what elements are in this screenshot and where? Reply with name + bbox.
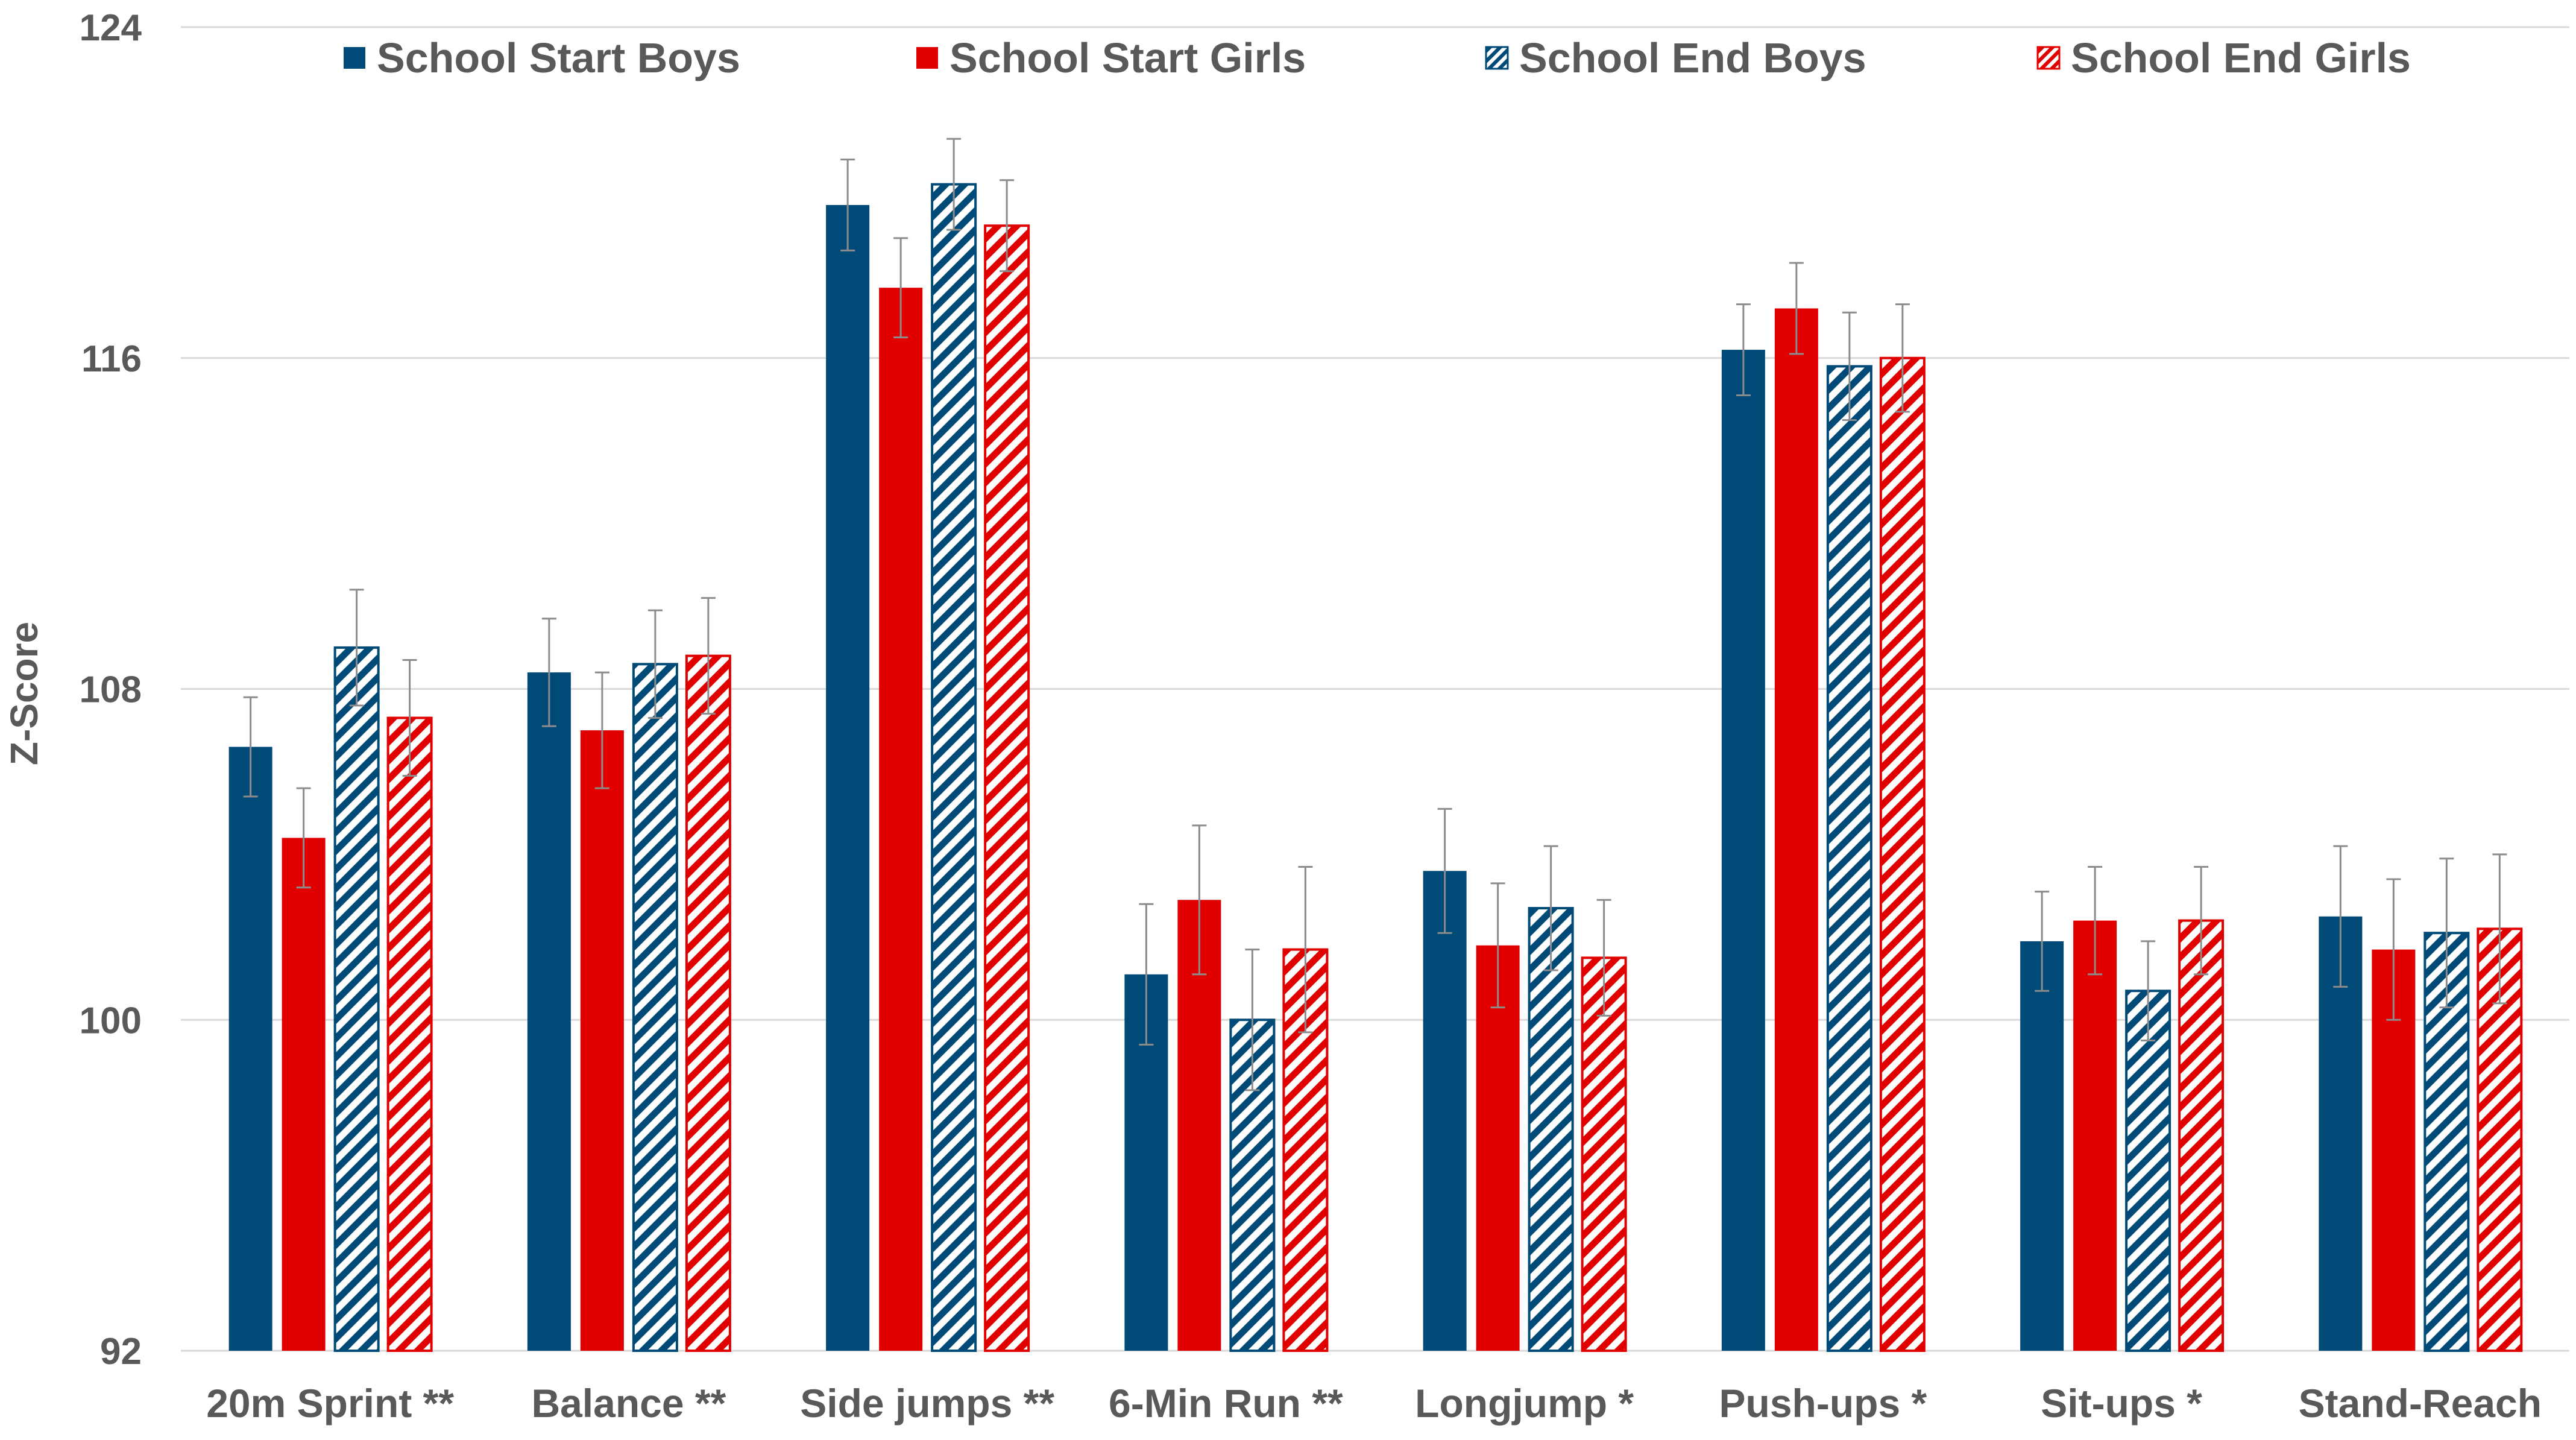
bar-3-2 [632, 663, 678, 1352]
legend-swatch [2036, 46, 2061, 70]
bar-2-3 [879, 288, 923, 1351]
y-axis-label: Z-Score [2, 622, 46, 765]
x-category-label: Push-ups * [1719, 1381, 1927, 1426]
bar-4-3 [984, 224, 1030, 1352]
bar-2-5 [1476, 945, 1520, 1351]
bar-2-2 [580, 730, 624, 1351]
x-axis-categories: 20m Sprint ** Balance ** Side jumps ** 6-Mi… [206, 1381, 2542, 1426]
bar-1-7 [2020, 941, 2064, 1351]
bar-2-1 [282, 838, 326, 1351]
bar-3-6 [1826, 365, 1872, 1352]
bar-3-5 [1528, 907, 1574, 1352]
bar-4-6 [1879, 356, 1926, 1352]
y-axis-ticks: 92 100 108 116 124 [80, 7, 142, 1372]
bar-1-1 [228, 747, 272, 1351]
bar-4-7 [2178, 919, 2225, 1352]
bar-1-5 [1423, 871, 1467, 1351]
bar-2-6 [1774, 308, 1818, 1351]
bar-2-7 [2073, 920, 2117, 1351]
legend: School Start Boys School Start Girls Schoo… [344, 34, 2411, 81]
bar-1-8 [2319, 916, 2363, 1351]
legend-swatch [344, 47, 365, 69]
x-category-label: Balance ** [531, 1381, 726, 1426]
x-category-label: Longjump * [1415, 1381, 1634, 1426]
y-tick-label: 108 [80, 669, 142, 711]
x-category-label: Stand-Reach [2299, 1381, 2542, 1426]
legend-label: School Start Boys [377, 34, 740, 81]
bar-4-1 [386, 716, 433, 1352]
y-tick-label: 116 [81, 338, 142, 380]
legend-label: School End Girls [2071, 34, 2411, 81]
x-category-label: 20m Sprint ** [206, 1381, 454, 1426]
gridlines [181, 26, 2569, 1352]
bars [228, 183, 2523, 1352]
legend-swatch [916, 47, 938, 69]
x-category-label: Sit-ups * [2041, 1381, 2202, 1426]
legend-label: School Start Girls [949, 34, 1306, 81]
y-tick-label: 100 [80, 1000, 142, 1041]
x-category-label: 6-Min Run ** [1109, 1381, 1343, 1426]
bar-4-5 [1581, 956, 1627, 1352]
y-tick-label: 124 [80, 7, 142, 49]
bar-3-7 [2125, 990, 2171, 1352]
legend-label: School End Boys [1519, 34, 1866, 81]
error-bars [243, 137, 2507, 1091]
bar-3-1 [333, 646, 380, 1352]
bar-4-8 [2477, 927, 2523, 1352]
bar-4-2 [685, 654, 731, 1352]
bar-1-2 [527, 672, 571, 1351]
y-tick-label: 92 [100, 1331, 142, 1372]
x-category-label: Side jumps ** [800, 1381, 1054, 1426]
bar-1-3 [826, 204, 870, 1351]
bar-3-3 [931, 183, 977, 1352]
legend-swatch [1485, 46, 1509, 70]
bar-1-6 [1721, 350, 1765, 1351]
